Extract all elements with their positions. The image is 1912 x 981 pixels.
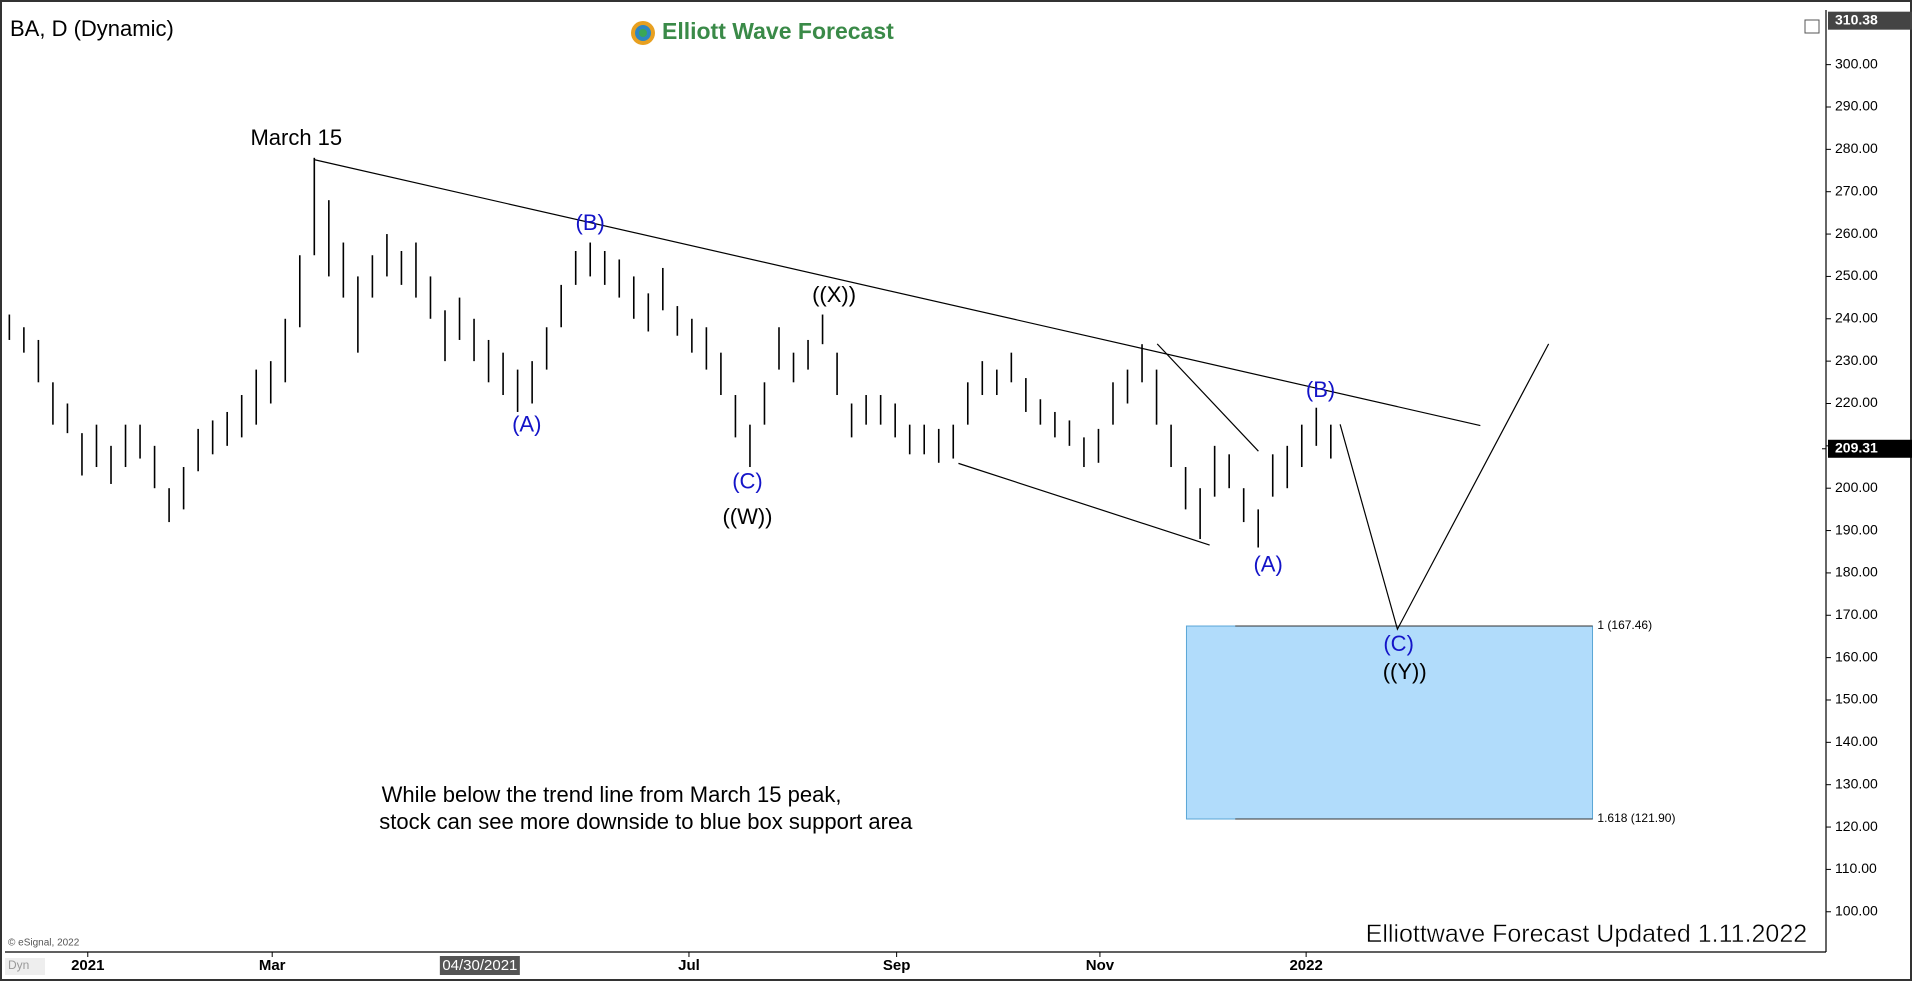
wave-label: (B) [576, 210, 605, 235]
wave-label: (B) [1306, 377, 1335, 402]
wave-label: (C) [1383, 631, 1414, 656]
x-tick-label: Nov [1086, 957, 1115, 974]
logo-icon-core [639, 29, 647, 37]
x-tick-label: Mar [259, 957, 286, 974]
y-tick-label: 140.00 [1835, 733, 1878, 749]
y-tick-label: 250.00 [1835, 267, 1878, 283]
y-tick-label: 240.00 [1835, 309, 1878, 325]
x-tick-label: 2021 [71, 957, 104, 974]
y-tick-label: 260.00 [1835, 225, 1878, 241]
cursor-label: 04/30/2021 [442, 957, 517, 974]
y-tick-label: 220.00 [1835, 394, 1878, 410]
last-price-box [1828, 439, 1912, 458]
chart-title: BA, D (Dynamic) [10, 16, 174, 41]
trend-line [1156, 343, 1259, 452]
y-tick-label: 190.00 [1835, 521, 1878, 537]
y-tick-label: 160.00 [1835, 648, 1878, 664]
wave-label: (C) [732, 469, 763, 494]
logo: Elliott Wave Forecast [631, 18, 894, 45]
trend-line [958, 462, 1210, 546]
wave-label: (A) [1253, 552, 1282, 577]
y-tick-label: 230.00 [1835, 352, 1878, 368]
corner-box [5, 958, 45, 975]
projection-path [1339, 343, 1550, 631]
last-price-label: 209.31 [1835, 439, 1878, 455]
trend-line [314, 159, 1481, 427]
y-tick-label: 170.00 [1835, 606, 1878, 622]
support-box [1185, 625, 1594, 820]
note-line: stock can see more downside to blue box … [379, 809, 913, 834]
y-tick-label: 120.00 [1835, 818, 1878, 834]
y-tick-label: 100.00 [1835, 902, 1878, 918]
wave-label: (A) [512, 411, 541, 436]
fib-label: 1.618 (121.90) [1597, 811, 1675, 825]
y-tick-label: 150.00 [1835, 691, 1878, 707]
fib-label: 1 (167.46) [1597, 618, 1652, 632]
x-tick-label: Jul [678, 957, 700, 974]
x-tick-label: 2022 [1289, 957, 1322, 974]
wave-label: March 15 [250, 125, 342, 150]
top-price-label: 310.38 [1835, 11, 1878, 27]
corner-label: Dyn [8, 958, 29, 972]
wave-label: ((W)) [722, 504, 772, 529]
note-line: While below the trend line from March 15… [382, 782, 842, 807]
cursor-label-box [439, 956, 520, 975]
wave-label: ((Y)) [1383, 659, 1427, 684]
y-tick-label: 290.00 [1835, 98, 1878, 114]
y-tick-label: 180.00 [1835, 564, 1878, 580]
footer: Elliottwave Forecast Updated 1.11.2022 [1366, 920, 1807, 948]
y-tick-label: 300.00 [1835, 55, 1878, 71]
y-tick-label: 130.00 [1835, 775, 1878, 791]
y-tick-label: 200.00 [1835, 479, 1878, 495]
y-tick-label: 270.00 [1835, 182, 1878, 198]
y-tick-label: 110.00 [1835, 860, 1877, 876]
wave-label: ((X)) [812, 282, 856, 307]
copyright: © eSignal, 2022 [8, 938, 80, 949]
restore-icon[interactable] [1804, 19, 1820, 34]
x-tick-label: Sep [883, 957, 911, 974]
top-price-box [1828, 11, 1912, 30]
y-tick-label: 280.00 [1835, 140, 1878, 156]
logo-text: Elliott Wave Forecast [662, 18, 894, 44]
